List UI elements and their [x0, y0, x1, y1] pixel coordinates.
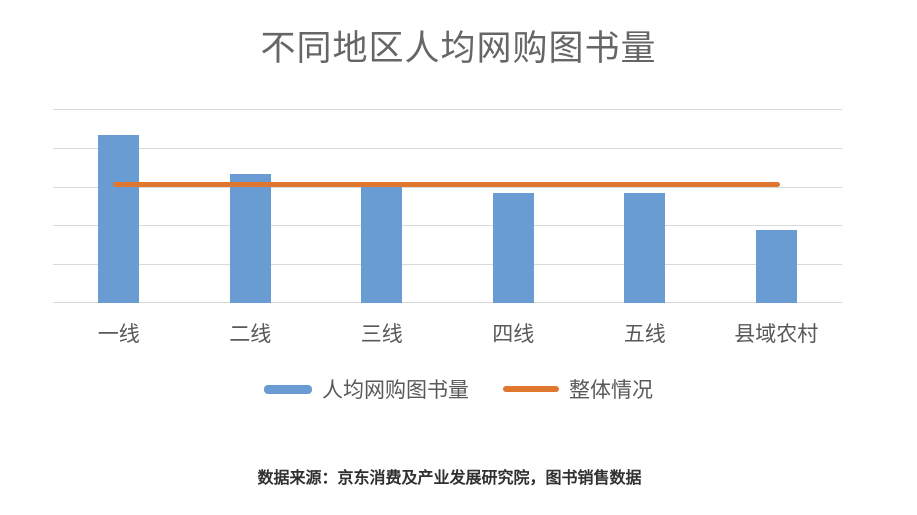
x-axis-label-三线: 三线 [360, 323, 403, 346]
bar-五线 [624, 193, 666, 303]
bar-二线 [229, 174, 271, 303]
x-axis-label-二线: 二线 [229, 323, 272, 346]
gridline [53, 264, 842, 265]
x-axis-label-县域农村: 县域农村 [734, 323, 819, 346]
bar-series-legend-label: 人均网购图书量 [322, 379, 469, 402]
line-series-legend-label: 整体情况 [569, 379, 653, 402]
bar-县域农村 [755, 230, 797, 303]
chart-title: 不同地区人均网购图书量 [260, 29, 657, 68]
gridline [53, 302, 842, 303]
line-series-swatch-icon [503, 386, 559, 392]
gridline [53, 148, 842, 149]
legend-item-line-series: 整体情况 [503, 374, 653, 404]
bar-一线 [98, 135, 140, 303]
overall-trend-line [112, 182, 781, 188]
bar-series-swatch-icon [264, 384, 312, 394]
gridline [53, 225, 842, 226]
plot-area [53, 109, 842, 303]
x-axis-label-五线: 五线 [623, 323, 666, 346]
x-axis-label-一线: 一线 [97, 323, 140, 346]
x-axis-label-四线: 四线 [492, 323, 535, 346]
legend: 人均网购图书量 整体情况 [0, 374, 917, 404]
legend-item-bar-series: 人均网购图书量 [264, 374, 469, 404]
gridline [53, 109, 842, 110]
x-axis-labels: 一线 二线 三线 四线 五线 县域农村 [53, 318, 842, 346]
data-source-note: 数据来源：京东消费及产业发展研究院，图书销售数据 [257, 470, 642, 487]
bar-四线 [492, 193, 534, 303]
gridline [53, 187, 842, 188]
bar-三线 [361, 186, 403, 303]
